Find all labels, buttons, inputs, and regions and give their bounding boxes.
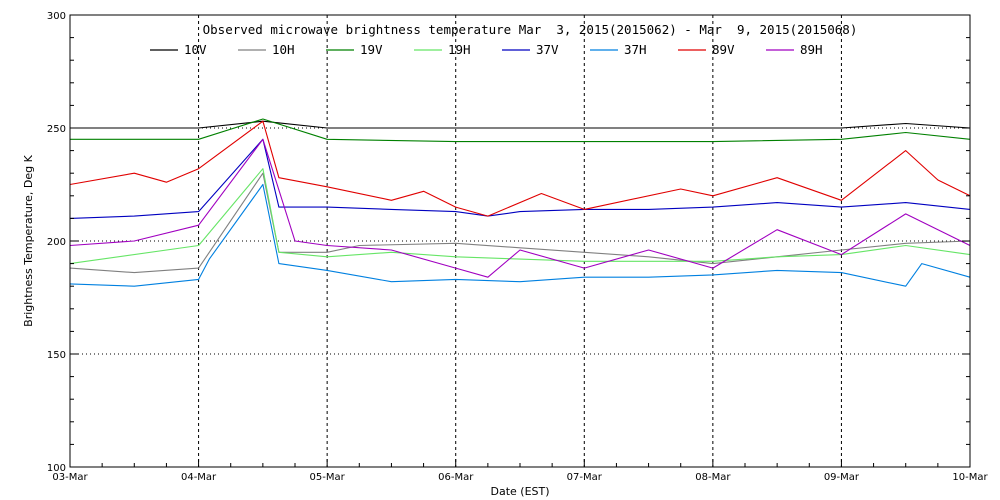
legend: 10V 10H 19V 19H 37V 37H 89V 89H [150,42,823,57]
y-tick-label: 250 [47,124,66,135]
x-axis-label: Date (EST) [490,485,549,498]
y-tick-label: 150 [47,350,66,361]
x-tick-label: 07-Mar [567,472,603,483]
legend-label-19h: 19H [448,42,471,57]
series-line-19v [70,118,971,143]
y-tick-label: 200 [47,237,66,248]
legend-label-19v: 19V [360,42,383,57]
legend-label-89v: 89V [712,42,735,57]
legend-label-37v: 37V [536,42,559,57]
series-layer [69,118,971,287]
legend-label-10v: 10V [184,42,207,57]
series-line-10v [70,120,971,129]
x-tick-label: 10-Mar [952,472,988,483]
chart-title: Observed microwave brightness temperatur… [203,22,858,37]
x-tick-label: 06-Mar [438,472,474,483]
y-tick-label: 100 [47,463,66,474]
legend-label-10h: 10H [272,42,295,57]
x-tick-label: 05-Mar [310,472,346,483]
y-tick-label: 300 [47,11,66,22]
series-line-89h [69,138,971,278]
series-line-89v [69,120,971,217]
legend-label-37h: 37H [624,42,647,57]
y-axis: 100 150 200 250 300 [47,11,970,474]
legend-label-89h: 89H [800,42,823,57]
x-tick-label: 03-Mar [52,472,88,483]
series-line-10h [69,172,971,274]
series-line-37h [69,183,971,287]
x-tick-label: 09-Mar [824,472,860,483]
y-axis-label: Brightness Temperature, Deg K [22,154,35,326]
x-tick-label: 04-Mar [181,472,217,483]
x-axis: 03-Mar 04-Mar 05-Mar 06-Mar 07-Mar 08-Mar 09-M… [52,459,988,483]
x-tick-label: 08-Mar [695,472,731,483]
series-line-19h [69,168,971,265]
